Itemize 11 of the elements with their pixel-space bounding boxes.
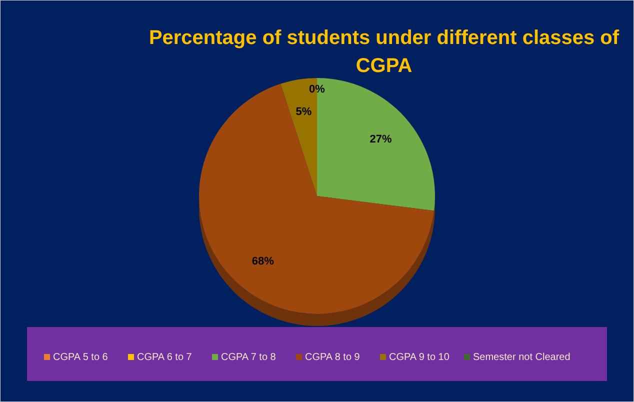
legend-label: CGPA 8 to 9 [305, 352, 360, 363]
data-label: 5% [296, 106, 312, 118]
legend-label: CGPA 6 to 7 [137, 352, 192, 363]
legend-label: CGPA 5 to 6 [53, 352, 108, 363]
legend-label: CGPA 9 to 10 [389, 352, 450, 363]
legend-label: CGPA 7 to 8 [221, 352, 276, 363]
legend-label: Semester not Cleared [473, 352, 570, 363]
chart-title: Percentage of students under different classes of CGPA [148, 27, 620, 77]
data-label: 68% [252, 255, 274, 268]
text: 0% [309, 84, 325, 96]
data-label: 27% [370, 134, 392, 146]
